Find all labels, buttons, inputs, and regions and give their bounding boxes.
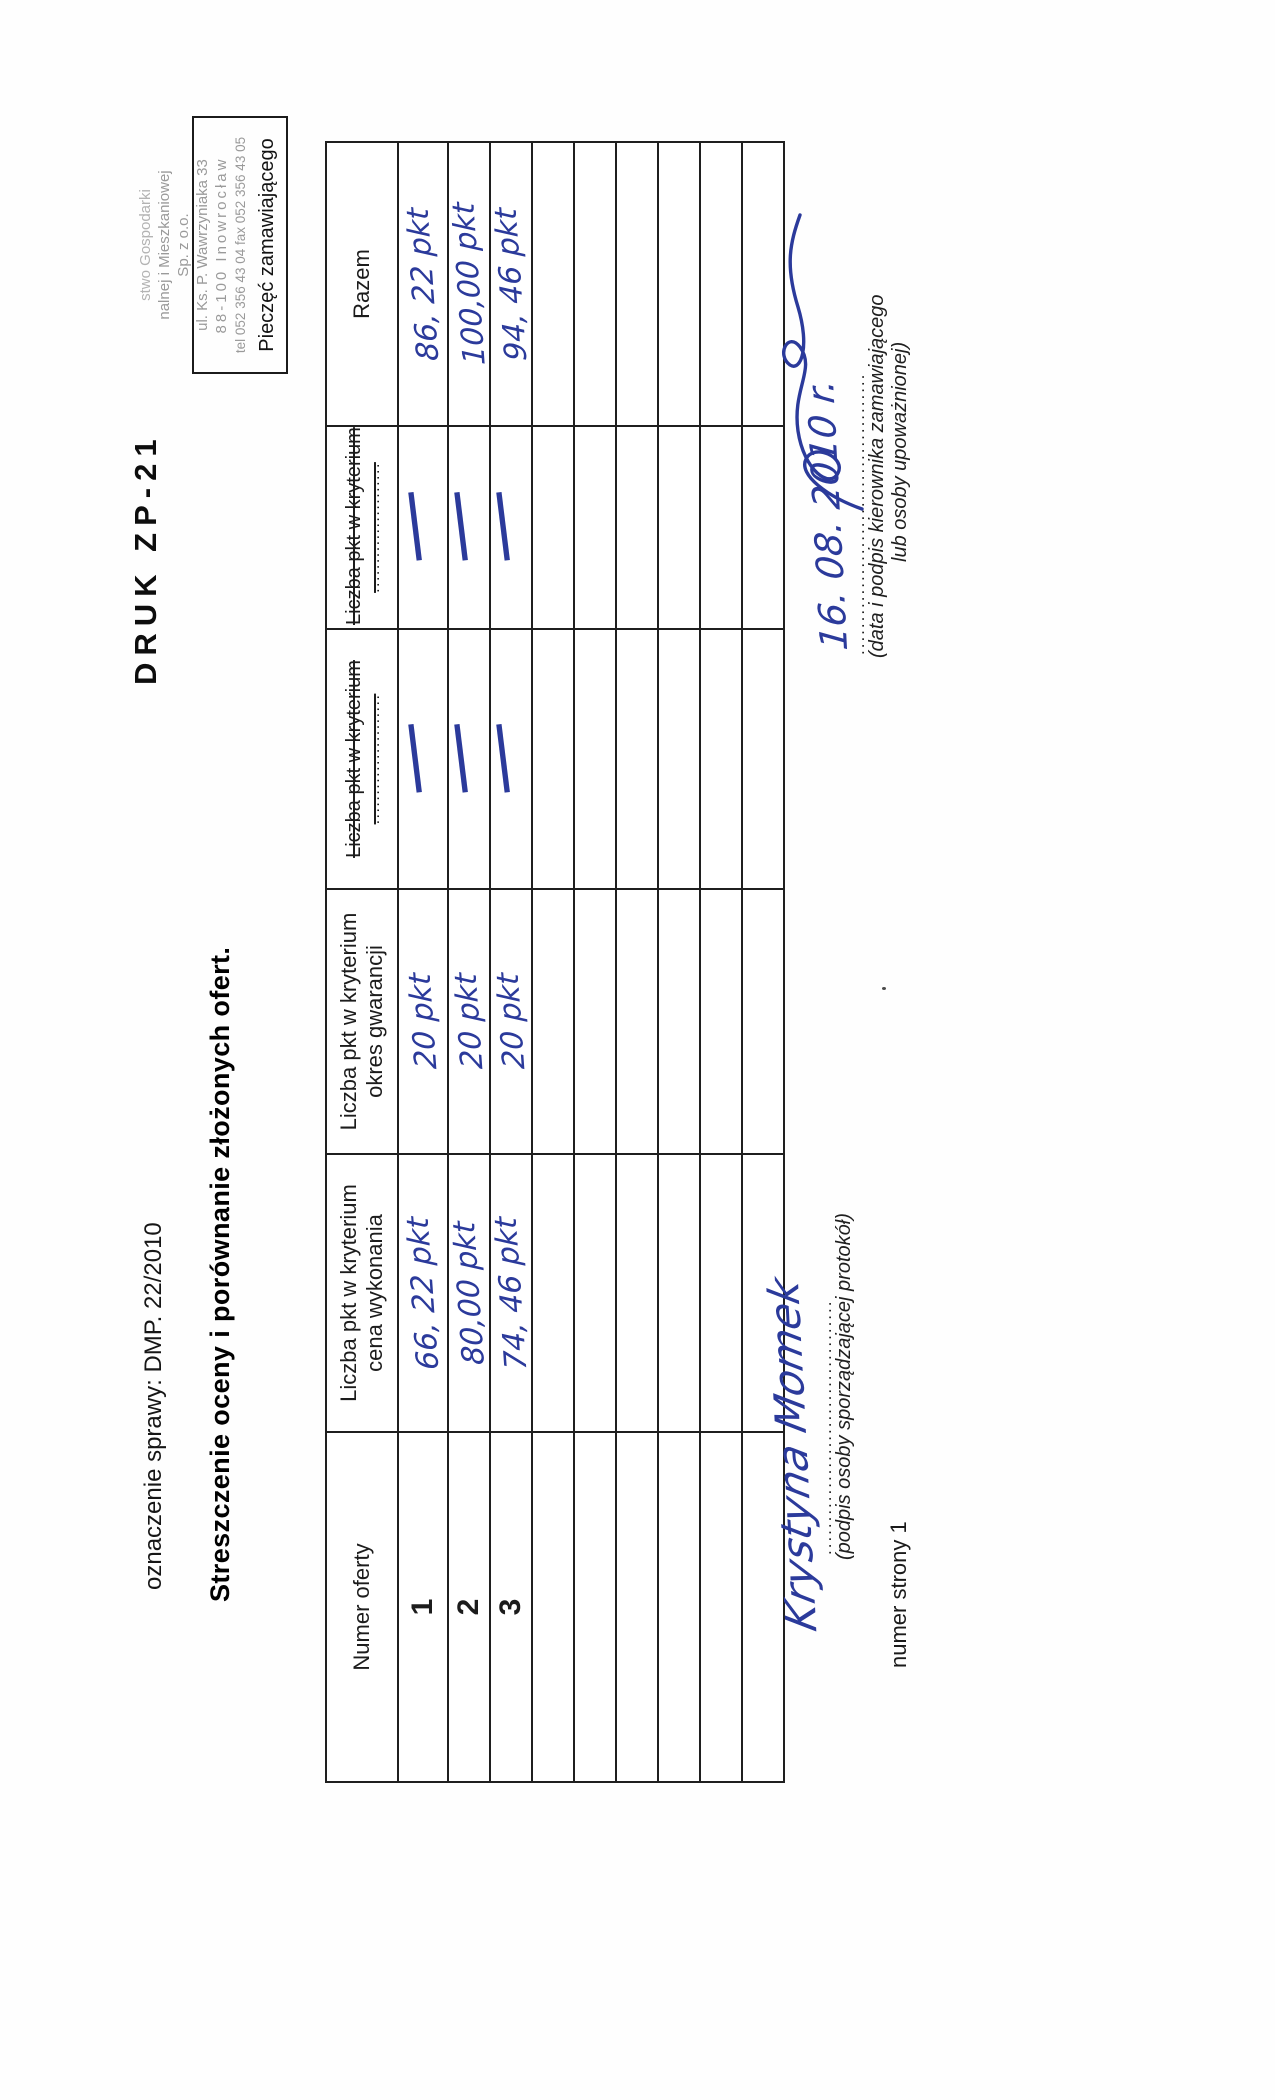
cell-empty <box>616 426 658 629</box>
cell-razem: 86, 22 pkt <box>398 142 448 426</box>
offer-number: 2 <box>452 1598 485 1616</box>
table-row-empty <box>700 142 742 1782</box>
table-row-offer-2: 2 80,00 pkt 20 pkt — —100,00 pkt <box>407 142 504 1782</box>
table-row-offer-3: 3 74, 46 pkt 20 pkt — — 94, 46 pkt <box>448 142 547 1782</box>
handwritten-value: 20 pkt <box>448 973 490 1070</box>
section-heading: Streszczenie oceny i porównanie złożonyc… <box>205 946 235 1602</box>
handwritten-dash: — <box>448 715 547 803</box>
col-header-label: Razem <box>349 249 374 319</box>
scan-speck <box>882 987 886 990</box>
signature-caption-right-line1: (data i podpis kierownika zamawiającego <box>866 294 888 658</box>
handwritten-dash: — <box>448 484 547 571</box>
cell-empty <box>616 1432 658 1782</box>
signature-caption-right-line2: lub osoby upoważnionej) <box>889 341 911 562</box>
table-row-empty <box>574 142 616 1782</box>
stamp-line-6: tel 052 356 43 04 fax 052 356 43 05 <box>233 136 248 354</box>
cell-empty <box>532 1154 574 1432</box>
cell-empty <box>658 142 700 426</box>
cell-razem: 94, 46 pkt <box>488 142 534 426</box>
crossed-header-label: Liczba pkt w kryterium <box>343 660 365 858</box>
stamp-line-4: ul. Ks. P. Wawrzyniaka 33 <box>194 159 211 331</box>
col-header-cena-wykonania: Liczba pkt w kryterium cena wykonania <box>326 1154 398 1432</box>
cell-empty <box>658 426 700 629</box>
table-row-offer-1: 1 66, 22 pkt 20 pkt — —86, 22 pkt <box>361 142 458 1782</box>
cell-cena: 80,00 pkt <box>446 1154 492 1432</box>
stamp-line-5: 88-100 Inowrocław <box>213 156 230 334</box>
cell-gwarancja: 20 pkt <box>398 889 448 1154</box>
cell-razem: 100,00 pkt <box>445 142 493 426</box>
cell-empty <box>700 426 742 629</box>
cell-empty <box>700 889 742 1154</box>
cell-empty <box>742 629 784 889</box>
handwritten-value: 94, 46 pkt <box>488 207 534 362</box>
col-header-razem: Razem <box>326 142 398 426</box>
cell-gwarancja: 20 pkt <box>448 889 490 1154</box>
handwritten-value: 80,00 pkt <box>446 1220 492 1366</box>
cell-empty <box>532 142 574 426</box>
cell-empty <box>532 889 574 1154</box>
col-header-numer-oferty: Numer oferty <box>326 1432 398 1782</box>
handwritten-value: 20 pkt <box>402 973 444 1070</box>
cell-empty <box>742 889 784 1154</box>
results-table: Numer oferty Liczba pkt w kryterium cena… <box>325 141 785 1783</box>
cell-cena: 74, 46 pkt <box>488 1154 534 1432</box>
cell-empty <box>658 1432 700 1782</box>
cell-empty <box>616 1154 658 1432</box>
cell-empty <box>700 142 742 426</box>
cell-kryt4: — <box>448 426 547 629</box>
handwritten-value: 74, 46 pkt <box>488 1216 534 1371</box>
stamp-caption: Pieczęć zamawiającego <box>256 138 278 352</box>
cell-nr: 3 <box>490 1432 532 1782</box>
cell-empty <box>574 629 616 889</box>
cell-cena: 66, 22 pkt <box>398 1154 448 1432</box>
cell-nr: 1 <box>398 1432 448 1782</box>
offer-number: 3 <box>494 1598 527 1616</box>
stamp-line-1: stwo Gospodarki <box>137 189 154 301</box>
company-stamp: stwo Gospodarki nalnej i Mieszkaniowej S… <box>136 80 278 410</box>
stamp-line-3: Sp. z o.o. <box>175 213 192 277</box>
table-row-empty <box>658 142 700 1782</box>
table-row-empty <box>532 142 574 1782</box>
cell-empty <box>574 1154 616 1432</box>
cell-empty <box>574 426 616 629</box>
cell-empty <box>616 142 658 426</box>
cell-kryt3: — <box>448 629 547 889</box>
handwritten-value: 86, 22 pkt <box>400 207 446 362</box>
signature-caption-left: (podpis osoby sporządzającej protokół) <box>833 1213 855 1560</box>
col-header-okres-gwarancji: Liczba pkt w kryterium okres gwarancji <box>326 889 398 1154</box>
cell-empty <box>658 889 700 1154</box>
signature-flourish-icon <box>782 213 864 511</box>
cell-empty <box>658 1154 700 1432</box>
offer-number: 1 <box>406 1598 439 1616</box>
cell-empty <box>574 1432 616 1782</box>
col-header-label: Liczba pkt w kryterium okres gwarancji <box>336 912 387 1131</box>
cell-empty <box>574 142 616 426</box>
cell-empty <box>658 629 700 889</box>
page-number: numer strony 1 <box>886 1521 911 1668</box>
case-reference: oznaczenie sprawy: DMP. 22/2010 <box>140 1222 167 1590</box>
cell-empty <box>700 629 742 889</box>
cell-empty <box>616 889 658 1154</box>
stamp-line-2: nalnej i Mieszkaniowej <box>156 170 173 320</box>
cell-empty <box>532 1432 574 1782</box>
handwritten-value: 100,00 pkt <box>445 202 493 366</box>
crossed-header-label: Liczba pkt w kryterium <box>343 427 365 625</box>
cell-empty <box>616 629 658 889</box>
handwritten-value: 66, 22 pkt <box>400 1216 446 1371</box>
col-header-label: Liczba pkt w kryterium cena wykonania <box>336 1184 387 1402</box>
cell-empty <box>574 889 616 1154</box>
results-table-body: 1 66, 22 pkt 20 pkt — — 86, 22 pkt 2 80,00 pkt 2… <box>361 142 784 1782</box>
table-header-row: Numer oferty Liczba pkt w kryterium cena… <box>326 142 398 1782</box>
cell-empty <box>700 1432 742 1782</box>
handwritten-value: 20 pkt <box>490 973 532 1070</box>
col-header-label: Numer oferty <box>349 1543 374 1671</box>
table-row-empty <box>616 142 658 1782</box>
cell-gwarancja: 20 pkt <box>490 889 532 1154</box>
form-code: DRUK ZP-21 <box>128 432 163 685</box>
cell-empty <box>700 1154 742 1432</box>
cell-nr: 2 <box>448 1432 490 1782</box>
